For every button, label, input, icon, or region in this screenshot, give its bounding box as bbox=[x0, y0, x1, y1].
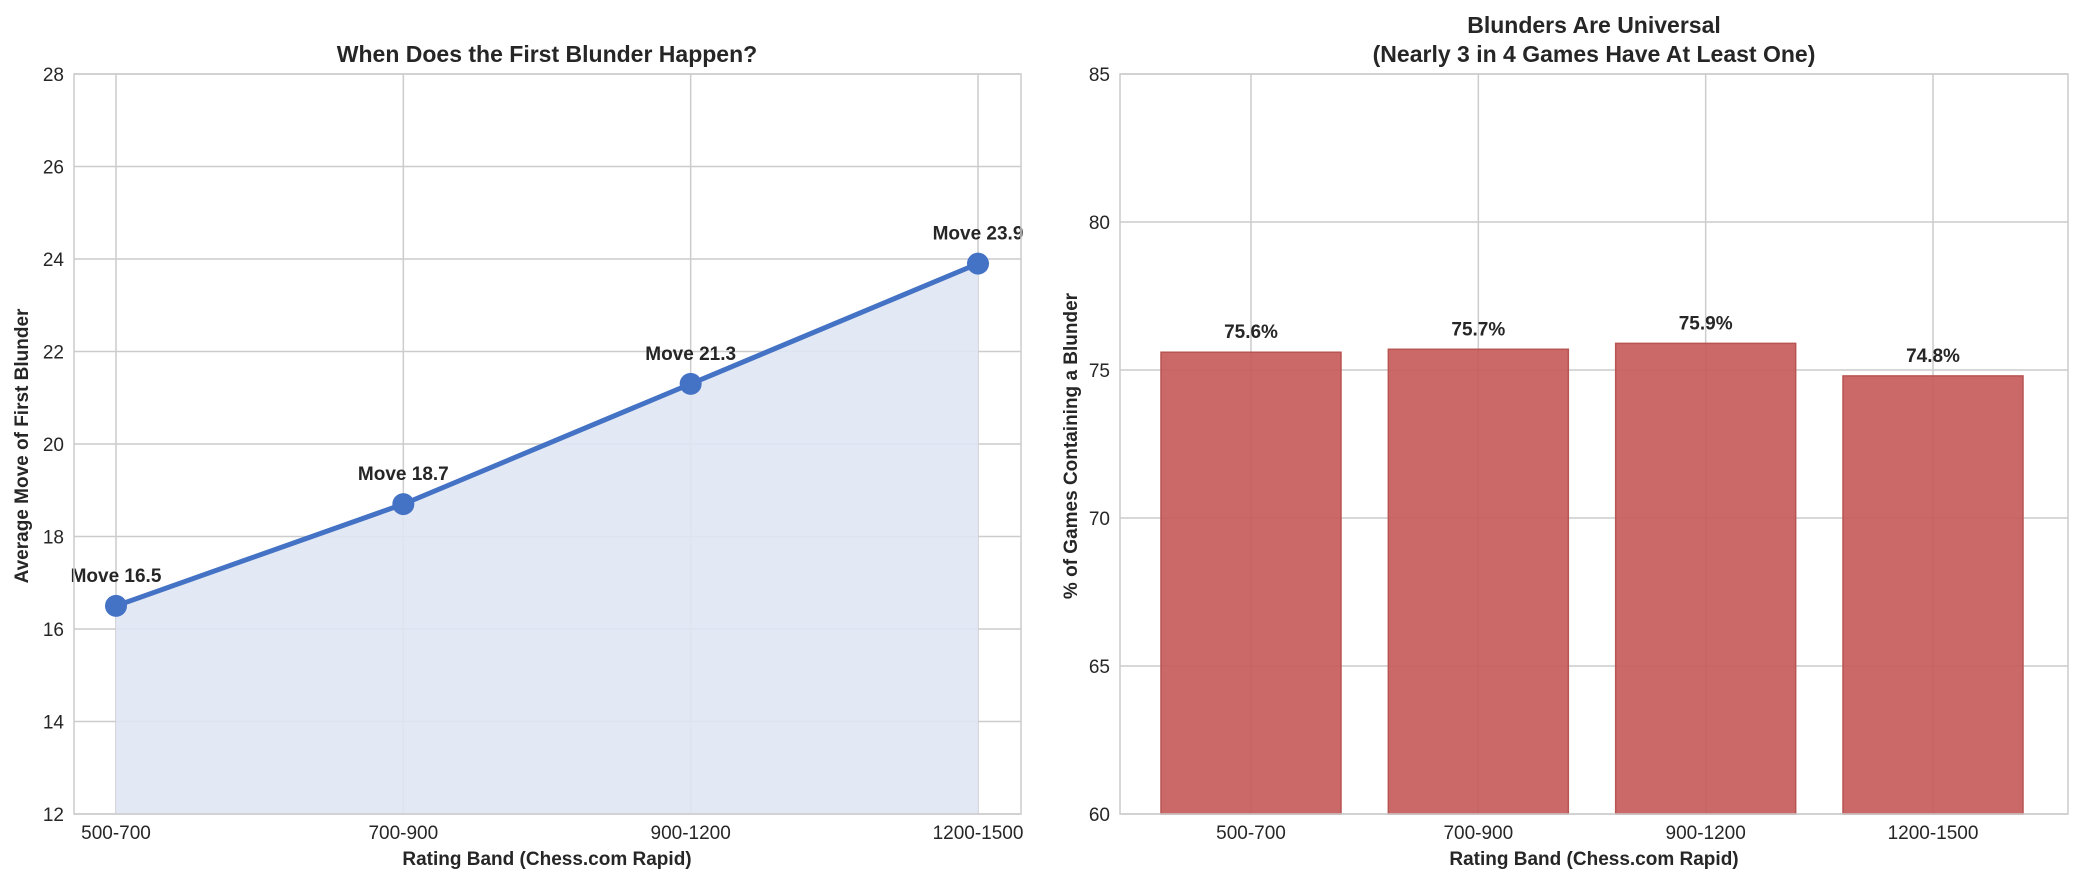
left-x-tick-label: 1200-1500 bbox=[933, 823, 1024, 844]
left-series-line-segment bbox=[400, 381, 694, 507]
right-y-axis-label: % of Games Containing a Blunder bbox=[1061, 292, 1082, 599]
right-bar-value-label: 75.9% bbox=[1679, 313, 1733, 334]
right-y-tick-label: 80 bbox=[1089, 213, 1110, 234]
right-bar bbox=[1614, 342, 1797, 815]
left-x-tick-label: 900-1200 bbox=[651, 823, 731, 844]
right-chart-title-line-2: (Nearly 3 in 4 Games Have At Least One) bbox=[1373, 41, 1816, 67]
right-bar-value-label: 75.7% bbox=[1451, 319, 1505, 340]
right-bar bbox=[1842, 375, 2024, 815]
left-y-tick-label: 16 bbox=[43, 620, 64, 641]
right-x-axis-label: Rating Band (Chess.com Rapid) bbox=[1449, 849, 1738, 870]
left-y-tick-label: 26 bbox=[43, 158, 64, 179]
left-data-label: Move 21.3 bbox=[645, 344, 736, 365]
left-series-line-segment bbox=[688, 261, 981, 387]
left-x-axis-label: Rating Band (Chess.com Rapid) bbox=[402, 849, 691, 870]
right-y-tick-label: 75 bbox=[1089, 361, 1110, 382]
right-y-tick-label: 70 bbox=[1089, 509, 1110, 530]
right-y-tick-label: 60 bbox=[1089, 805, 1110, 826]
left-data-point bbox=[967, 252, 989, 275]
left-data-point bbox=[392, 493, 415, 516]
right-x-tick-label: 700-900 bbox=[1443, 823, 1513, 844]
right-x-tick-label: 1200-1500 bbox=[1888, 823, 1979, 844]
left-y-tick-label: 28 bbox=[43, 65, 64, 86]
left-chart-title: When Does the First Blunder Happen? bbox=[337, 41, 757, 67]
right-bar bbox=[1160, 351, 1342, 815]
left-x-tick-label: 500-700 bbox=[81, 823, 151, 844]
left-series-line-segment bbox=[113, 501, 406, 609]
left-data-point bbox=[679, 372, 702, 395]
right-y-tick-label: 65 bbox=[1089, 657, 1110, 678]
right-bar-value-label: 74.8% bbox=[1906, 346, 1960, 367]
right-bar-value-label: 75.6% bbox=[1224, 322, 1278, 343]
right-chart-title-line-1: Blunders Are Universal bbox=[1467, 12, 1721, 38]
left-y-tick-label: 14 bbox=[43, 713, 65, 734]
right-x-tick-label: 900-1200 bbox=[1666, 823, 1746, 844]
right-plot-frame bbox=[1119, 73, 2069, 815]
left-y-tick-label: 24 bbox=[43, 250, 65, 271]
left-data-point bbox=[105, 594, 127, 617]
right-y-tick-label: 85 bbox=[1089, 65, 1110, 86]
left-y-tick-label: 12 bbox=[43, 805, 64, 826]
left-area-fill bbox=[116, 263, 978, 814]
left-data-label: Move 18.7 bbox=[358, 464, 449, 485]
left-data-label: Move 16.5 bbox=[71, 566, 162, 587]
right-x-tick-label: 500-700 bbox=[1216, 823, 1286, 844]
left-y-tick-label: 22 bbox=[43, 343, 64, 364]
left-y-tick-label: 18 bbox=[43, 528, 64, 549]
line-chart-panel: When Does the First Blunder Happen? Rati… bbox=[12, 41, 1023, 870]
bar-chart-panel: Blunders Are Universal (Nearly 3 in 4 Ga… bbox=[1061, 12, 2069, 870]
left-plot-frame bbox=[73, 73, 1022, 815]
left-x-tick-label: 700-900 bbox=[368, 823, 438, 844]
left-y-axis-label: Average Move of First Blunder bbox=[12, 308, 33, 583]
right-bar bbox=[1387, 348, 1570, 815]
left-data-label: Move 23.9 bbox=[933, 224, 1024, 245]
left-y-tick-label: 20 bbox=[43, 435, 64, 456]
